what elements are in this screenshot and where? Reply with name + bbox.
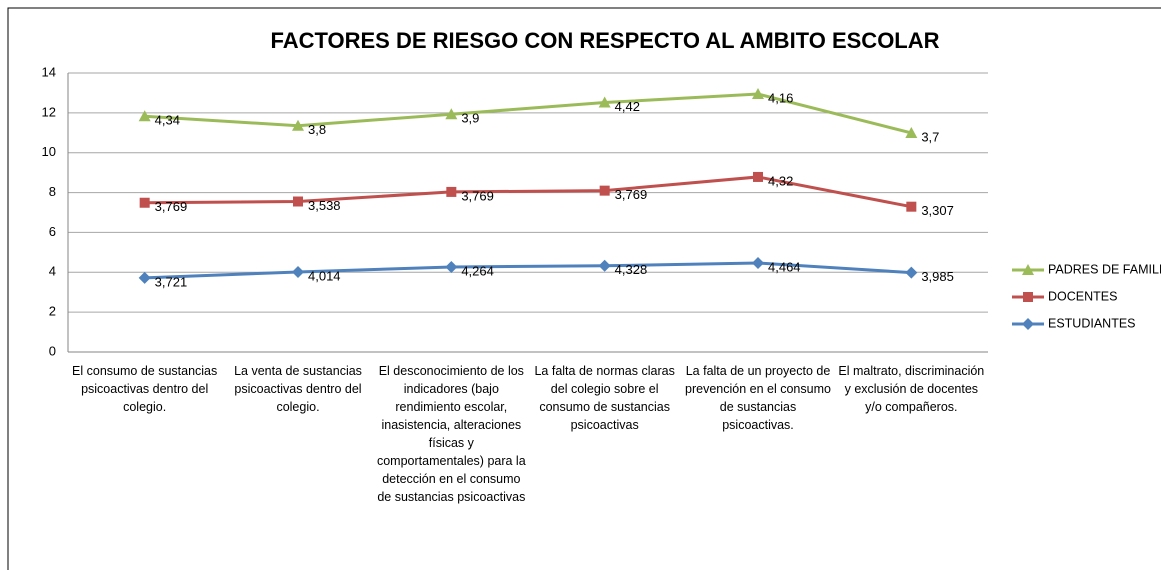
data-label: 4,16 (768, 90, 793, 105)
legend-label: PADRES DE FAMILIA (1048, 262, 1161, 276)
data-label: 3,8 (308, 122, 326, 137)
data-label: 4,264 (461, 263, 494, 278)
data-point (292, 119, 304, 131)
data-point (138, 271, 151, 284)
y-tick-label: 14 (42, 64, 56, 79)
y-tick-label: 12 (42, 104, 56, 119)
data-point (599, 185, 610, 196)
legend-marker (1022, 264, 1034, 275)
data-label: 4,014 (308, 268, 341, 283)
data-label: 4,464 (768, 259, 801, 274)
x-tick-label: La falta de normas claras del colegio so… (534, 364, 675, 432)
data-point (292, 266, 304, 279)
data-label: 3,9 (461, 111, 479, 126)
y-tick-label: 4 (49, 264, 56, 279)
data-point (293, 196, 303, 207)
data-point (905, 126, 918, 138)
data-point (752, 88, 764, 100)
series-line (144, 92, 912, 135)
chart-title: FACTORES DE RIESGO CON RESPECTO AL AMBIT… (270, 28, 939, 53)
y-tick-label: 10 (42, 144, 56, 159)
data-point (139, 197, 150, 208)
data-point (446, 186, 457, 197)
legend-label: ESTUDIANTES (1048, 316, 1136, 330)
data-label: 4,34 (155, 113, 180, 128)
y-tick-label: 8 (49, 184, 56, 199)
data-label: 3,769 (615, 187, 648, 202)
data-point (753, 171, 763, 182)
data-point (445, 108, 458, 120)
x-tick-label: El desconocimiento de los indicadores (b… (376, 364, 526, 504)
legend-label: DOCENTES (1048, 289, 1117, 303)
data-label: 4,32 (768, 173, 793, 188)
legend-marker (1022, 318, 1034, 330)
data-point (906, 201, 917, 212)
data-label: 3,7 (921, 129, 939, 144)
series-line (144, 175, 912, 209)
legend-marker (1023, 292, 1033, 302)
data-point (598, 259, 611, 272)
data-label: 3,721 (155, 274, 188, 289)
y-tick-label: 2 (49, 304, 56, 319)
data-point (445, 261, 458, 274)
data-point (905, 266, 918, 279)
series-line (144, 261, 912, 280)
x-tick-label: La falta de un proyecto de prevención en… (685, 364, 831, 432)
data-label: 3,769 (461, 188, 494, 203)
y-tick-label: 0 (49, 343, 56, 358)
x-tick-label: La venta de sustancias psicoactivas dent… (234, 364, 362, 414)
x-tick-label: El maltrato, discriminación y exclusión … (838, 364, 985, 414)
data-point (138, 110, 151, 122)
data-point (598, 96, 611, 108)
data-label: 3,307 (921, 203, 954, 218)
y-tick-label: 6 (49, 224, 56, 239)
data-label: 4,42 (615, 99, 640, 114)
x-tick-label: El consumo de sustancias psicoactivas de… (72, 364, 218, 414)
data-label: 3,985 (921, 269, 954, 284)
data-label: 3,538 (308, 198, 341, 213)
data-label: 3,769 (155, 199, 188, 214)
data-point (752, 257, 764, 270)
data-label: 4,328 (615, 262, 648, 277)
chart-frame (7, 7, 1161, 570)
